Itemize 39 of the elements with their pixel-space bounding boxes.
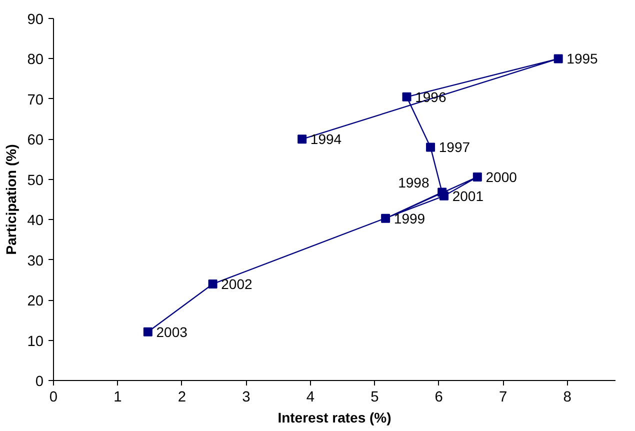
x-tick-label: 4 <box>306 390 314 406</box>
y-tick-label: 20 <box>27 294 44 310</box>
point <box>554 54 563 64</box>
y-tick-label: 40 <box>27 213 44 230</box>
x-tick-label: 0 <box>49 390 58 406</box>
x-tick-label: 1 <box>114 390 122 406</box>
point <box>426 142 436 152</box>
y-tick-label: 50 <box>27 172 44 189</box>
annotation: 2001 <box>452 188 484 204</box>
point <box>298 134 307 144</box>
point <box>381 214 390 223</box>
y-tick-label: 90 <box>27 12 44 28</box>
x-axis-title: Interest rates (%) <box>278 410 392 426</box>
x-tick-label: 2 <box>178 390 186 406</box>
y-tick-label: 0 <box>35 374 44 390</box>
y-tick-label: 70 <box>27 92 44 108</box>
y-tick-label: 60 <box>27 132 44 149</box>
point <box>402 92 412 102</box>
x-tick-label: 6 <box>434 390 443 406</box>
y-tick-label: 10 <box>27 334 44 350</box>
annotation: 1998 <box>398 174 430 190</box>
x-tick-label: 5 <box>370 390 379 406</box>
point <box>440 191 449 200</box>
annotation: 1994 <box>310 131 342 148</box>
x-tick-label: 3 <box>242 390 250 406</box>
x-tick-label: 7 <box>499 390 508 406</box>
y-axis-title: Participation (%) <box>3 144 20 255</box>
y-tick-label: 80 <box>27 52 44 68</box>
annotation: 2003 <box>156 324 188 340</box>
annotation: 1999 <box>394 210 426 226</box>
point <box>472 172 482 182</box>
y-tick-label: 30 <box>27 253 44 270</box>
x-tick-label: 8 <box>563 390 572 406</box>
annotation: 1997 <box>438 139 470 156</box>
annotation: 2000 <box>486 168 518 185</box>
annotation: 1995 <box>566 50 598 67</box>
point <box>143 327 152 336</box>
annotation: 2002 <box>221 276 252 292</box>
point <box>208 279 218 288</box>
